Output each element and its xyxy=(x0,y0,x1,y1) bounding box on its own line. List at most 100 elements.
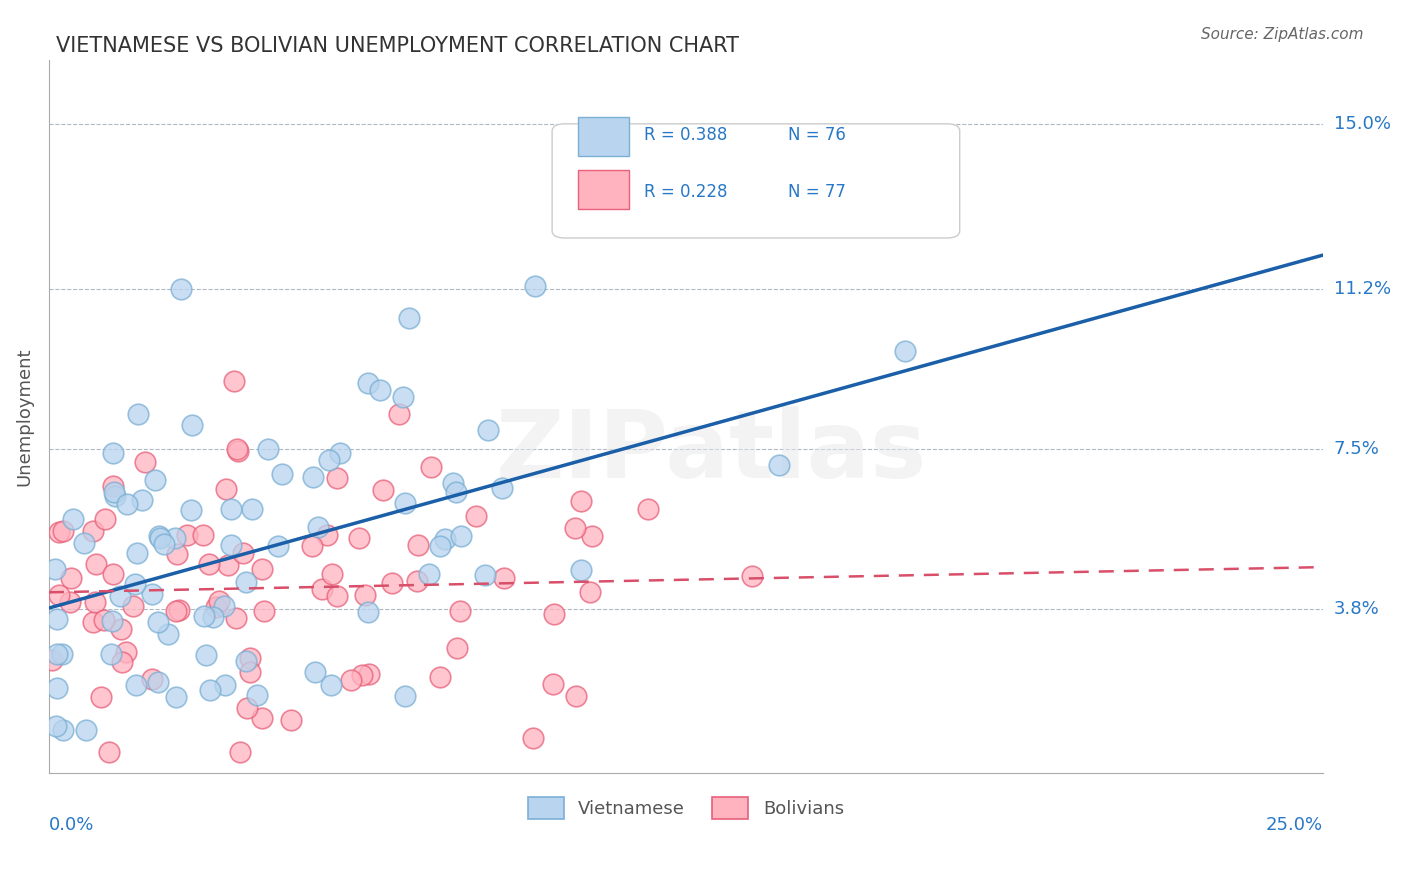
Point xyxy=(394,690,416,704)
Bar xyxy=(578,117,628,156)
Point xyxy=(93,613,115,627)
Point xyxy=(235,653,257,667)
Text: R = 0.388: R = 0.388 xyxy=(644,126,727,144)
Point xyxy=(256,442,278,457)
Point xyxy=(329,446,352,460)
Point xyxy=(163,531,186,545)
Text: N = 76: N = 76 xyxy=(787,126,845,144)
Point xyxy=(176,528,198,542)
Point xyxy=(103,567,125,582)
Point xyxy=(73,536,96,550)
Point xyxy=(127,407,149,421)
Point xyxy=(579,584,602,599)
Point xyxy=(165,690,187,704)
Point xyxy=(124,577,146,591)
Text: Source: ZipAtlas.com: Source: ZipAtlas.com xyxy=(1201,27,1364,42)
Point xyxy=(141,587,163,601)
Bar xyxy=(578,170,628,210)
Point xyxy=(82,524,104,539)
Point xyxy=(51,647,73,661)
Point xyxy=(464,509,486,524)
Point xyxy=(114,645,136,659)
Point xyxy=(180,503,202,517)
Point xyxy=(326,589,349,603)
Point xyxy=(48,589,70,603)
Point xyxy=(239,650,262,665)
Point xyxy=(267,539,290,553)
Point xyxy=(226,442,249,456)
Point xyxy=(581,529,603,543)
Point xyxy=(347,531,370,545)
Point xyxy=(301,539,323,553)
Point xyxy=(103,485,125,500)
Point xyxy=(318,453,340,467)
Point xyxy=(153,537,176,551)
Point xyxy=(522,731,544,746)
Point xyxy=(524,279,547,293)
Point xyxy=(59,595,82,609)
Point xyxy=(108,589,131,603)
Point xyxy=(208,594,231,608)
Text: 3.8%: 3.8% xyxy=(1334,599,1379,618)
Point xyxy=(148,532,170,546)
Point xyxy=(52,723,75,737)
Point xyxy=(232,546,254,560)
Point xyxy=(82,615,104,629)
Legend: Vietnamese, Bolivians: Vietnamese, Bolivians xyxy=(519,789,853,829)
Point xyxy=(146,615,169,629)
Point xyxy=(569,493,592,508)
Point xyxy=(101,479,124,493)
Point xyxy=(103,446,125,460)
Point xyxy=(371,483,394,498)
Point xyxy=(181,418,204,433)
Point xyxy=(242,502,264,516)
Text: ZIPatlas: ZIPatlas xyxy=(496,406,927,498)
Point xyxy=(405,574,427,588)
Point xyxy=(156,627,179,641)
Point xyxy=(304,665,326,680)
Point xyxy=(302,470,325,484)
Point xyxy=(357,376,380,391)
Point xyxy=(217,558,239,573)
Point xyxy=(60,571,83,585)
Point xyxy=(84,557,107,571)
Point xyxy=(41,653,63,667)
Point xyxy=(543,607,565,621)
Point xyxy=(321,566,343,581)
Point xyxy=(222,375,245,389)
Point xyxy=(239,665,262,680)
Point xyxy=(46,647,69,661)
Point xyxy=(474,568,496,582)
Point xyxy=(491,482,513,496)
Point xyxy=(564,521,586,535)
Point xyxy=(97,745,120,759)
Point xyxy=(215,482,238,496)
Point xyxy=(316,527,339,541)
Point xyxy=(398,311,420,326)
Y-axis label: Unemployment: Unemployment xyxy=(15,347,32,485)
Point xyxy=(202,609,225,624)
Point xyxy=(307,520,329,534)
Point xyxy=(270,467,292,481)
FancyBboxPatch shape xyxy=(553,124,960,238)
Point xyxy=(44,562,66,576)
Point xyxy=(214,678,236,692)
Point xyxy=(84,595,107,609)
Text: 15.0%: 15.0% xyxy=(1334,115,1391,134)
Point xyxy=(115,497,138,511)
Point xyxy=(226,444,249,458)
Point xyxy=(212,599,235,614)
Point xyxy=(541,677,564,691)
Point xyxy=(100,647,122,661)
Point xyxy=(52,524,75,538)
Point xyxy=(477,423,499,437)
Text: 7.5%: 7.5% xyxy=(1334,440,1379,458)
Point xyxy=(219,538,242,552)
Point xyxy=(741,569,763,583)
Point xyxy=(167,603,190,617)
Point xyxy=(90,690,112,704)
Point xyxy=(444,485,467,500)
Point xyxy=(429,670,451,684)
Point xyxy=(359,667,381,681)
Point xyxy=(204,599,226,614)
